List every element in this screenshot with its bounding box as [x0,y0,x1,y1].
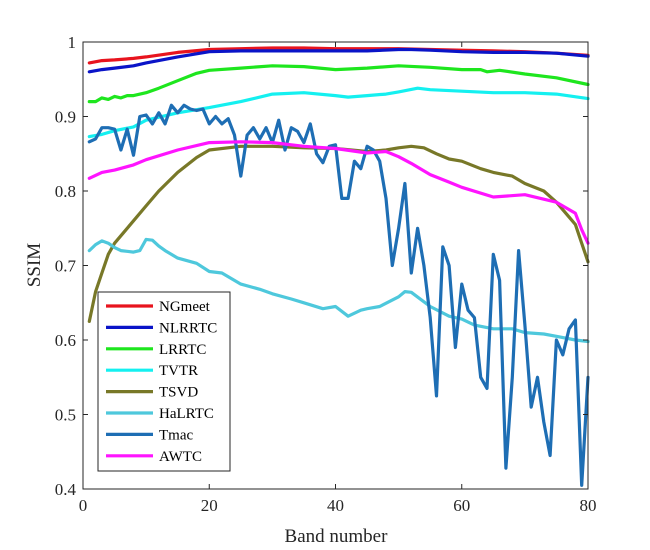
series-line-nlrrtc [87,47,590,74]
legend-label-lrrtc: LRRTC [159,342,206,358]
series-line-awtc [87,140,590,245]
x-tick-label: 20 [201,496,218,515]
legend: NGmeet NLRRTC LRRTC TVTR TSVD HaLRTC Tmac AWTC [97,291,231,472]
series-line-lrrtc [87,64,590,104]
y-tick-label: 0.5 [55,406,76,425]
y-tick-label: 1 [68,33,77,52]
x-tick-label: 0 [79,496,88,515]
axes-layer: 0 20 40 60 80 0.4 0.5 0.6 0.7 0.8 0.9 1 [55,33,597,515]
series-line-tmac [87,103,590,487]
legend-label-tmac: Tmac [159,427,193,443]
x-tick-label: 60 [453,496,470,515]
legend-label-halrtc: HaLRTC [159,406,214,422]
y-tick-label: 0.6 [55,331,76,350]
legend-label-tvtr: TVTR [159,363,198,379]
x-axis-title: Band number [285,526,389,547]
legend-label-tsvd: TSVD [159,385,198,401]
legend-label-ngmeet: NGmeet [159,299,211,315]
x-tick-label: 80 [580,496,597,515]
legend-label-awtc: AWTC [159,449,202,465]
legend-label-nlrrtc: NLRRTC [159,320,217,336]
legend-box [97,291,231,472]
x-tick-label: 40 [327,496,344,515]
y-tick-label: 0.7 [55,257,77,276]
y-axis-title: SSIM [24,243,45,287]
y-tick-label: 0.8 [55,182,76,201]
y-tick-label: 0.9 [55,108,76,127]
series-layer [87,46,590,487]
y-tick-label: 0.4 [55,480,77,499]
series-line-halrtc [87,237,590,344]
